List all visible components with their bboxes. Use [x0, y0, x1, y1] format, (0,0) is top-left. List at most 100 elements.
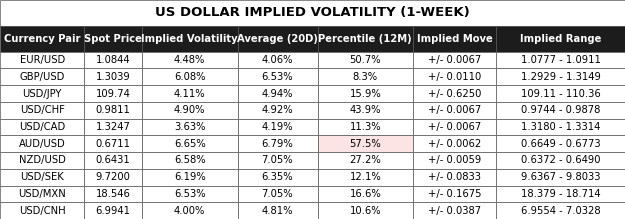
Bar — [0, 202, 84, 219]
Text: 11.3%: 11.3% — [349, 122, 381, 132]
Text: 57.5%: 57.5% — [349, 139, 381, 149]
Bar — [318, 119, 413, 135]
Text: 50.7%: 50.7% — [349, 55, 381, 65]
Bar — [496, 102, 625, 119]
Text: 6.9941: 6.9941 — [96, 206, 131, 216]
Bar — [142, 119, 238, 135]
Text: +/- 0.0067: +/- 0.0067 — [428, 105, 481, 115]
Text: NZD/USD: NZD/USD — [19, 155, 66, 165]
Text: 4.94%: 4.94% — [262, 88, 293, 99]
Bar — [413, 68, 496, 85]
Bar — [84, 202, 142, 219]
Text: Implied Range: Implied Range — [520, 34, 601, 44]
Text: +/- 0.0833: +/- 0.0833 — [428, 172, 481, 182]
Text: 6.53%: 6.53% — [262, 72, 293, 82]
Text: USD/SEK: USD/SEK — [20, 172, 64, 182]
Bar — [496, 152, 625, 169]
Text: 4.48%: 4.48% — [174, 55, 206, 65]
Text: +/- 0.6250: +/- 0.6250 — [428, 88, 481, 99]
Text: 1.3039: 1.3039 — [96, 72, 131, 82]
Bar — [238, 152, 318, 169]
Text: 6.65%: 6.65% — [174, 139, 206, 149]
Bar — [238, 169, 318, 185]
Text: 1.3180 - 1.3314: 1.3180 - 1.3314 — [521, 122, 600, 132]
Bar — [238, 135, 318, 152]
Text: +/- 0.0110: +/- 0.0110 — [428, 72, 481, 82]
Text: 6.79%: 6.79% — [262, 139, 293, 149]
Bar — [413, 26, 496, 52]
Text: Percentile (12M): Percentile (12M) — [319, 34, 412, 44]
Text: 10.6%: 10.6% — [349, 206, 381, 216]
Text: +/- 0.0059: +/- 0.0059 — [428, 155, 481, 165]
Bar — [84, 119, 142, 135]
Bar — [238, 102, 318, 119]
Bar — [496, 68, 625, 85]
Bar — [496, 185, 625, 202]
Text: 15.9%: 15.9% — [349, 88, 381, 99]
Text: 6.08%: 6.08% — [174, 72, 206, 82]
Text: 12.1%: 12.1% — [349, 172, 381, 182]
Bar — [318, 52, 413, 68]
Text: 18.546: 18.546 — [96, 189, 131, 199]
Bar — [0, 52, 84, 68]
Bar — [0, 169, 84, 185]
Text: 0.6649 - 0.6773: 0.6649 - 0.6773 — [521, 139, 601, 149]
Bar — [84, 135, 142, 152]
Bar — [496, 119, 625, 135]
Bar — [0, 152, 84, 169]
Text: 4.11%: 4.11% — [174, 88, 206, 99]
Text: USD/JPY: USD/JPY — [22, 88, 62, 99]
Bar — [318, 185, 413, 202]
Text: USD/CNH: USD/CNH — [19, 206, 66, 216]
Text: +/- 0.0062: +/- 0.0062 — [428, 139, 481, 149]
Text: Currency Pair: Currency Pair — [4, 34, 81, 44]
Text: USD/MXN: USD/MXN — [18, 189, 66, 199]
Text: 9.7200: 9.7200 — [96, 172, 131, 182]
Text: 4.81%: 4.81% — [262, 206, 293, 216]
Bar — [238, 26, 318, 52]
Bar — [84, 185, 142, 202]
Text: 7.05%: 7.05% — [262, 189, 293, 199]
Bar — [0, 119, 84, 135]
Text: 18.379 - 18.714: 18.379 - 18.714 — [521, 189, 601, 199]
Bar — [142, 135, 238, 152]
Text: 4.19%: 4.19% — [262, 122, 293, 132]
Bar — [142, 68, 238, 85]
Text: 8.3%: 8.3% — [352, 72, 378, 82]
Text: 0.6372 - 0.6490: 0.6372 - 0.6490 — [521, 155, 601, 165]
Text: Average (20D): Average (20D) — [237, 34, 318, 44]
Bar — [496, 202, 625, 219]
Text: 4.06%: 4.06% — [262, 55, 293, 65]
Text: USD/CHF: USD/CHF — [20, 105, 64, 115]
Bar — [318, 68, 413, 85]
Text: Implied Move: Implied Move — [417, 34, 492, 44]
Text: 6.53%: 6.53% — [174, 189, 206, 199]
Bar — [238, 68, 318, 85]
Bar — [0, 26, 84, 52]
Bar — [318, 135, 413, 152]
Text: 6.35%: 6.35% — [262, 172, 293, 182]
Bar — [413, 85, 496, 102]
Text: 0.9811: 0.9811 — [96, 105, 131, 115]
Bar — [142, 152, 238, 169]
Text: 109.74: 109.74 — [96, 88, 131, 99]
Bar — [0, 102, 84, 119]
Text: AUD/USD: AUD/USD — [19, 139, 66, 149]
Text: 6.19%: 6.19% — [174, 172, 206, 182]
Bar — [0, 0, 625, 26]
Text: 1.0844: 1.0844 — [96, 55, 131, 65]
Text: 4.92%: 4.92% — [262, 105, 293, 115]
Bar — [0, 185, 84, 202]
Text: US DOLLAR IMPLIED VOLATILITY (1-WEEK): US DOLLAR IMPLIED VOLATILITY (1-WEEK) — [155, 6, 470, 19]
Text: 0.9744 - 0.9878: 0.9744 - 0.9878 — [521, 105, 600, 115]
Text: 0.6431: 0.6431 — [96, 155, 131, 165]
Bar — [142, 169, 238, 185]
Bar — [238, 52, 318, 68]
Text: 6.9554 - 7.0328: 6.9554 - 7.0328 — [521, 206, 601, 216]
Bar — [238, 185, 318, 202]
Bar — [496, 26, 625, 52]
Bar — [84, 52, 142, 68]
Text: 16.6%: 16.6% — [349, 189, 381, 199]
Bar — [413, 119, 496, 135]
Text: 3.63%: 3.63% — [174, 122, 206, 132]
